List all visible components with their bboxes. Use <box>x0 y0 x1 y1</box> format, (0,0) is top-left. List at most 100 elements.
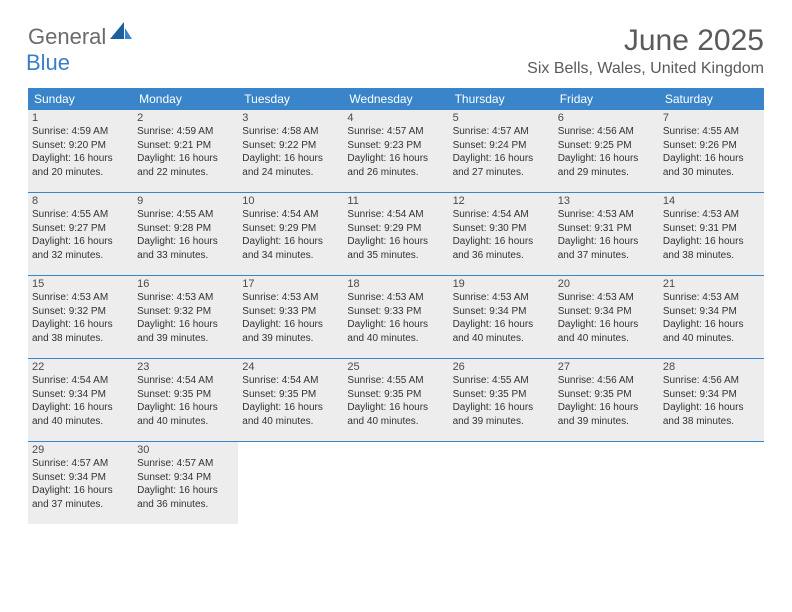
day-info: Sunrise: 4:53 AMSunset: 9:32 PMDaylight:… <box>137 291 234 345</box>
day-number: 17 <box>242 278 339 290</box>
day-cell: 16Sunrise: 4:53 AMSunset: 9:32 PMDayligh… <box>133 276 238 358</box>
day-info: Sunrise: 4:58 AMSunset: 9:22 PMDaylight:… <box>242 125 339 179</box>
day-number: 26 <box>453 361 550 373</box>
day-info: Sunrise: 4:53 AMSunset: 9:34 PMDaylight:… <box>558 291 655 345</box>
day-cell: 23Sunrise: 4:54 AMSunset: 9:35 PMDayligh… <box>133 359 238 441</box>
day-cell: 27Sunrise: 4:56 AMSunset: 9:35 PMDayligh… <box>554 359 659 441</box>
day-cell: 17Sunrise: 4:53 AMSunset: 9:33 PMDayligh… <box>238 276 343 358</box>
day-number: 10 <box>242 195 339 207</box>
day-number: 1 <box>32 112 129 124</box>
day-cell: 11Sunrise: 4:54 AMSunset: 9:29 PMDayligh… <box>343 193 448 275</box>
day-number: 25 <box>347 361 444 373</box>
week-row: 22Sunrise: 4:54 AMSunset: 9:34 PMDayligh… <box>28 359 764 442</box>
day-number: 9 <box>137 195 234 207</box>
weekday-header-row: SundayMondayTuesdayWednesdayThursdayFrid… <box>28 88 764 110</box>
day-number: 8 <box>32 195 129 207</box>
day-info: Sunrise: 4:53 AMSunset: 9:34 PMDaylight:… <box>663 291 760 345</box>
day-info: Sunrise: 4:53 AMSunset: 9:32 PMDaylight:… <box>32 291 129 345</box>
day-number: 20 <box>558 278 655 290</box>
weekday-header: Wednesday <box>343 88 448 110</box>
calendar: SundayMondayTuesdayWednesdayThursdayFrid… <box>28 88 764 524</box>
day-number: 11 <box>347 195 444 207</box>
logo-text-blue: Blue <box>26 50 70 75</box>
day-number: 27 <box>558 361 655 373</box>
weeks-container: 1Sunrise: 4:59 AMSunset: 9:20 PMDaylight… <box>28 110 764 524</box>
weekday-header: Friday <box>554 88 659 110</box>
day-info: Sunrise: 4:57 AMSunset: 9:34 PMDaylight:… <box>137 457 234 511</box>
day-number: 30 <box>137 444 234 456</box>
day-info: Sunrise: 4:57 AMSunset: 9:24 PMDaylight:… <box>453 125 550 179</box>
day-info: Sunrise: 4:53 AMSunset: 9:33 PMDaylight:… <box>347 291 444 345</box>
week-row: 8Sunrise: 4:55 AMSunset: 9:27 PMDaylight… <box>28 193 764 276</box>
weekday-header: Sunday <box>28 88 133 110</box>
day-info: Sunrise: 4:54 AMSunset: 9:29 PMDaylight:… <box>242 208 339 262</box>
week-row: 29Sunrise: 4:57 AMSunset: 9:34 PMDayligh… <box>28 442 764 524</box>
day-number: 15 <box>32 278 129 290</box>
day-number: 19 <box>453 278 550 290</box>
day-info: Sunrise: 4:55 AMSunset: 9:27 PMDaylight:… <box>32 208 129 262</box>
day-cell: 28Sunrise: 4:56 AMSunset: 9:34 PMDayligh… <box>659 359 764 441</box>
header: General June 2025 Six Bells, Wales, Unit… <box>28 24 764 78</box>
day-info: Sunrise: 4:53 AMSunset: 9:34 PMDaylight:… <box>453 291 550 345</box>
day-cell: 3Sunrise: 4:58 AMSunset: 9:22 PMDaylight… <box>238 110 343 192</box>
day-number: 13 <box>558 195 655 207</box>
day-info: Sunrise: 4:53 AMSunset: 9:31 PMDaylight:… <box>663 208 760 262</box>
day-number: 23 <box>137 361 234 373</box>
day-cell: 26Sunrise: 4:55 AMSunset: 9:35 PMDayligh… <box>449 359 554 441</box>
day-number: 28 <box>663 361 760 373</box>
empty-cell <box>238 442 343 524</box>
day-info: Sunrise: 4:54 AMSunset: 9:34 PMDaylight:… <box>32 374 129 428</box>
day-info: Sunrise: 4:59 AMSunset: 9:21 PMDaylight:… <box>137 125 234 179</box>
day-number: 6 <box>558 112 655 124</box>
day-cell: 8Sunrise: 4:55 AMSunset: 9:27 PMDaylight… <box>28 193 133 275</box>
day-number: 18 <box>347 278 444 290</box>
day-info: Sunrise: 4:55 AMSunset: 9:35 PMDaylight:… <box>347 374 444 428</box>
day-info: Sunrise: 4:57 AMSunset: 9:34 PMDaylight:… <box>32 457 129 511</box>
weekday-header: Monday <box>133 88 238 110</box>
day-cell: 10Sunrise: 4:54 AMSunset: 9:29 PMDayligh… <box>238 193 343 275</box>
day-cell: 14Sunrise: 4:53 AMSunset: 9:31 PMDayligh… <box>659 193 764 275</box>
day-cell: 13Sunrise: 4:53 AMSunset: 9:31 PMDayligh… <box>554 193 659 275</box>
day-cell: 6Sunrise: 4:56 AMSunset: 9:25 PMDaylight… <box>554 110 659 192</box>
day-number: 21 <box>663 278 760 290</box>
day-cell: 25Sunrise: 4:55 AMSunset: 9:35 PMDayligh… <box>343 359 448 441</box>
day-cell: 5Sunrise: 4:57 AMSunset: 9:24 PMDaylight… <box>449 110 554 192</box>
day-number: 22 <box>32 361 129 373</box>
logo: General <box>28 24 134 50</box>
week-row: 15Sunrise: 4:53 AMSunset: 9:32 PMDayligh… <box>28 276 764 359</box>
day-cell: 21Sunrise: 4:53 AMSunset: 9:34 PMDayligh… <box>659 276 764 358</box>
day-cell: 30Sunrise: 4:57 AMSunset: 9:34 PMDayligh… <box>133 442 238 524</box>
day-info: Sunrise: 4:53 AMSunset: 9:33 PMDaylight:… <box>242 291 339 345</box>
day-cell: 18Sunrise: 4:53 AMSunset: 9:33 PMDayligh… <box>343 276 448 358</box>
location: Six Bells, Wales, United Kingdom <box>527 60 764 78</box>
day-info: Sunrise: 4:55 AMSunset: 9:26 PMDaylight:… <box>663 125 760 179</box>
day-info: Sunrise: 4:54 AMSunset: 9:29 PMDaylight:… <box>347 208 444 262</box>
day-info: Sunrise: 4:54 AMSunset: 9:35 PMDaylight:… <box>137 374 234 428</box>
weekday-header: Thursday <box>449 88 554 110</box>
day-number: 29 <box>32 444 129 456</box>
day-number: 2 <box>137 112 234 124</box>
day-number: 7 <box>663 112 760 124</box>
day-cell: 29Sunrise: 4:57 AMSunset: 9:34 PMDayligh… <box>28 442 133 524</box>
day-info: Sunrise: 4:54 AMSunset: 9:35 PMDaylight:… <box>242 374 339 428</box>
day-info: Sunrise: 4:57 AMSunset: 9:23 PMDaylight:… <box>347 125 444 179</box>
day-number: 24 <box>242 361 339 373</box>
day-info: Sunrise: 4:56 AMSunset: 9:34 PMDaylight:… <box>663 374 760 428</box>
logo-text-general: General <box>28 24 106 50</box>
empty-cell <box>449 442 554 524</box>
day-cell: 22Sunrise: 4:54 AMSunset: 9:34 PMDayligh… <box>28 359 133 441</box>
day-cell: 4Sunrise: 4:57 AMSunset: 9:23 PMDaylight… <box>343 110 448 192</box>
day-cell: 7Sunrise: 4:55 AMSunset: 9:26 PMDaylight… <box>659 110 764 192</box>
day-number: 5 <box>453 112 550 124</box>
day-info: Sunrise: 4:55 AMSunset: 9:28 PMDaylight:… <box>137 208 234 262</box>
month-title: June 2025 <box>527 24 764 58</box>
day-info: Sunrise: 4:54 AMSunset: 9:30 PMDaylight:… <box>453 208 550 262</box>
day-info: Sunrise: 4:56 AMSunset: 9:25 PMDaylight:… <box>558 125 655 179</box>
day-cell: 12Sunrise: 4:54 AMSunset: 9:30 PMDayligh… <box>449 193 554 275</box>
empty-cell <box>554 442 659 524</box>
title-block: June 2025 Six Bells, Wales, United Kingd… <box>527 24 764 78</box>
weekday-header: Saturday <box>659 88 764 110</box>
day-cell: 24Sunrise: 4:54 AMSunset: 9:35 PMDayligh… <box>238 359 343 441</box>
day-number: 4 <box>347 112 444 124</box>
week-row: 1Sunrise: 4:59 AMSunset: 9:20 PMDaylight… <box>28 110 764 193</box>
